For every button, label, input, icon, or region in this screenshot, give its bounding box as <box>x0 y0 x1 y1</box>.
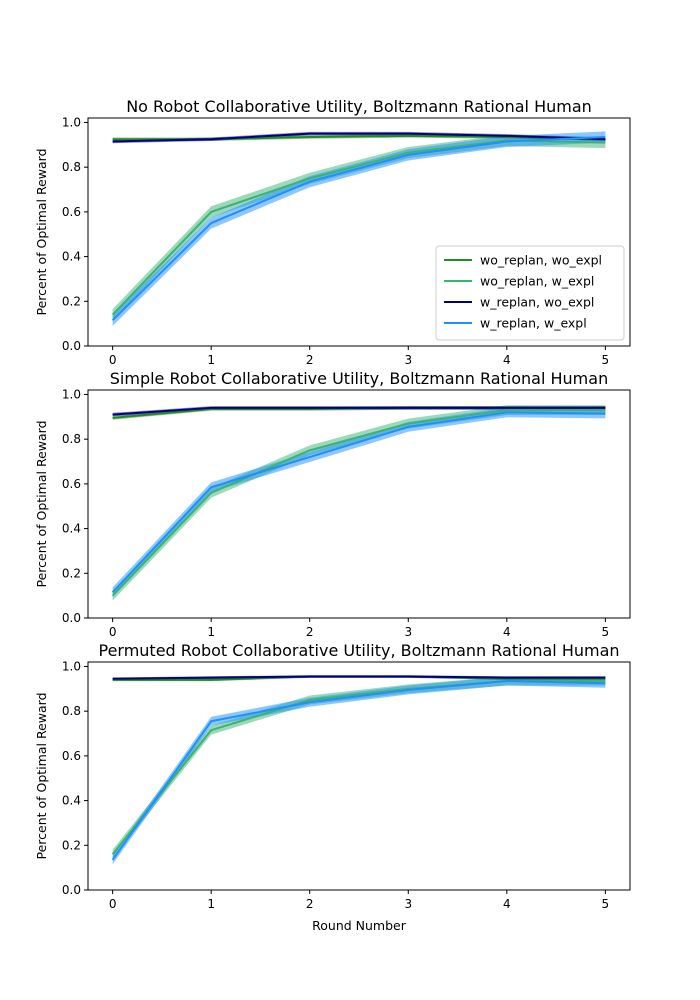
chart-title: Simple Robot Collaborative Utility, Bolt… <box>110 369 608 388</box>
legend-entry: w_replan, wo_expl <box>480 295 594 310</box>
y-tick-label: 0.2 <box>62 566 81 580</box>
chart-title: Permuted Robot Collaborative Utility, Bo… <box>98 641 619 660</box>
y-tick-label: 0.6 <box>62 205 81 219</box>
y-tick-label: 1.0 <box>62 115 81 129</box>
y-tick-label: 0.4 <box>62 794 81 808</box>
series-line-w-replan-wo-expl <box>112 132 606 143</box>
x-tick-label: 2 <box>306 353 314 367</box>
x-tick-label: 4 <box>503 625 511 639</box>
x-tick-label: 4 <box>503 353 511 367</box>
x-tick-label: 0 <box>109 625 117 639</box>
y-tick-label: 0.6 <box>62 749 81 763</box>
series-line-w-replan-wo-expl <box>112 675 606 680</box>
plot-frame <box>87 661 631 891</box>
y-tick-label: 0.8 <box>62 704 81 718</box>
plot-area <box>111 675 606 865</box>
y-tick-label: 1.0 <box>62 387 81 401</box>
y-tick-label: 0.2 <box>62 838 81 852</box>
y-tick-label: 1.0 <box>62 659 81 673</box>
x-tick-label: 2 <box>306 625 314 639</box>
y-tick-label: 0.2 <box>62 294 81 308</box>
y-axis-label: Percent of Optimal Reward <box>34 420 49 587</box>
y-axis-label: Percent of Optimal Reward <box>34 148 49 315</box>
x-tick-label: 3 <box>404 625 412 639</box>
plot-frame <box>87 117 631 347</box>
plot-area <box>111 131 606 326</box>
x-tick-label: 5 <box>602 625 610 639</box>
series-band-w-replan-w-expl <box>112 407 606 598</box>
legend-entry: w_replan, w_expl <box>480 316 587 331</box>
chart-title: No Robot Collaborative Utility, Boltzman… <box>126 97 592 116</box>
legend-entry: wo_replan, w_expl <box>480 274 594 289</box>
x-tick-label: 3 <box>404 897 412 911</box>
y-tick-label: 0.6 <box>62 477 81 491</box>
series-band-w-replan-w-expl <box>112 131 606 326</box>
series-line-w-replan-w-expl <box>111 680 606 861</box>
series-line-w-replan-w-expl <box>111 136 606 322</box>
x-tick-label: 0 <box>109 353 117 367</box>
y-tick-label: 0.8 <box>62 432 81 446</box>
legend-entry: wo_replan, wo_expl <box>480 253 602 268</box>
x-tick-label: 1 <box>207 353 215 367</box>
y-tick-label: 0.8 <box>62 160 81 174</box>
x-axis-label: Round Number <box>312 918 407 933</box>
x-tick-label: 0 <box>109 897 117 911</box>
series-line-w-replan-w-expl <box>111 411 606 593</box>
legend: wo_replan, wo_expl wo_replan, w_expl w_rep… <box>435 245 625 341</box>
y-tick-label: 0.0 <box>62 883 81 897</box>
y-tick-label: 0.0 <box>62 339 81 353</box>
y-tick-label: 0.4 <box>62 522 81 536</box>
panels: No Robot Collaborative Utility, Boltzman… <box>34 97 631 933</box>
y-tick-label: 0.0 <box>62 611 81 625</box>
x-tick-label: 5 <box>602 353 610 367</box>
plot-area <box>111 405 606 601</box>
series-line-wo-replan-w-expl <box>111 409 606 597</box>
legend-box <box>435 245 625 341</box>
series-line-w-replan-wo-expl <box>112 406 606 416</box>
x-tick-label: 1 <box>207 625 215 639</box>
x-tick-label: 3 <box>404 353 412 367</box>
y-axis-label: Percent of Optimal Reward <box>34 692 49 859</box>
x-tick-label: 5 <box>602 897 610 911</box>
subplot-3: Permuted Robot Collaborative Utility, Bo… <box>34 641 631 933</box>
x-tick-label: 2 <box>306 897 314 911</box>
x-tick-label: 1 <box>207 897 215 911</box>
subplot-1: No Robot Collaborative Utility, Boltzman… <box>34 97 631 367</box>
x-tick-label: 4 <box>503 897 511 911</box>
subplot-2: Simple Robot Collaborative Utility, Bolt… <box>34 369 631 639</box>
plot-frame <box>87 389 631 619</box>
y-tick-label: 0.4 <box>62 250 81 264</box>
